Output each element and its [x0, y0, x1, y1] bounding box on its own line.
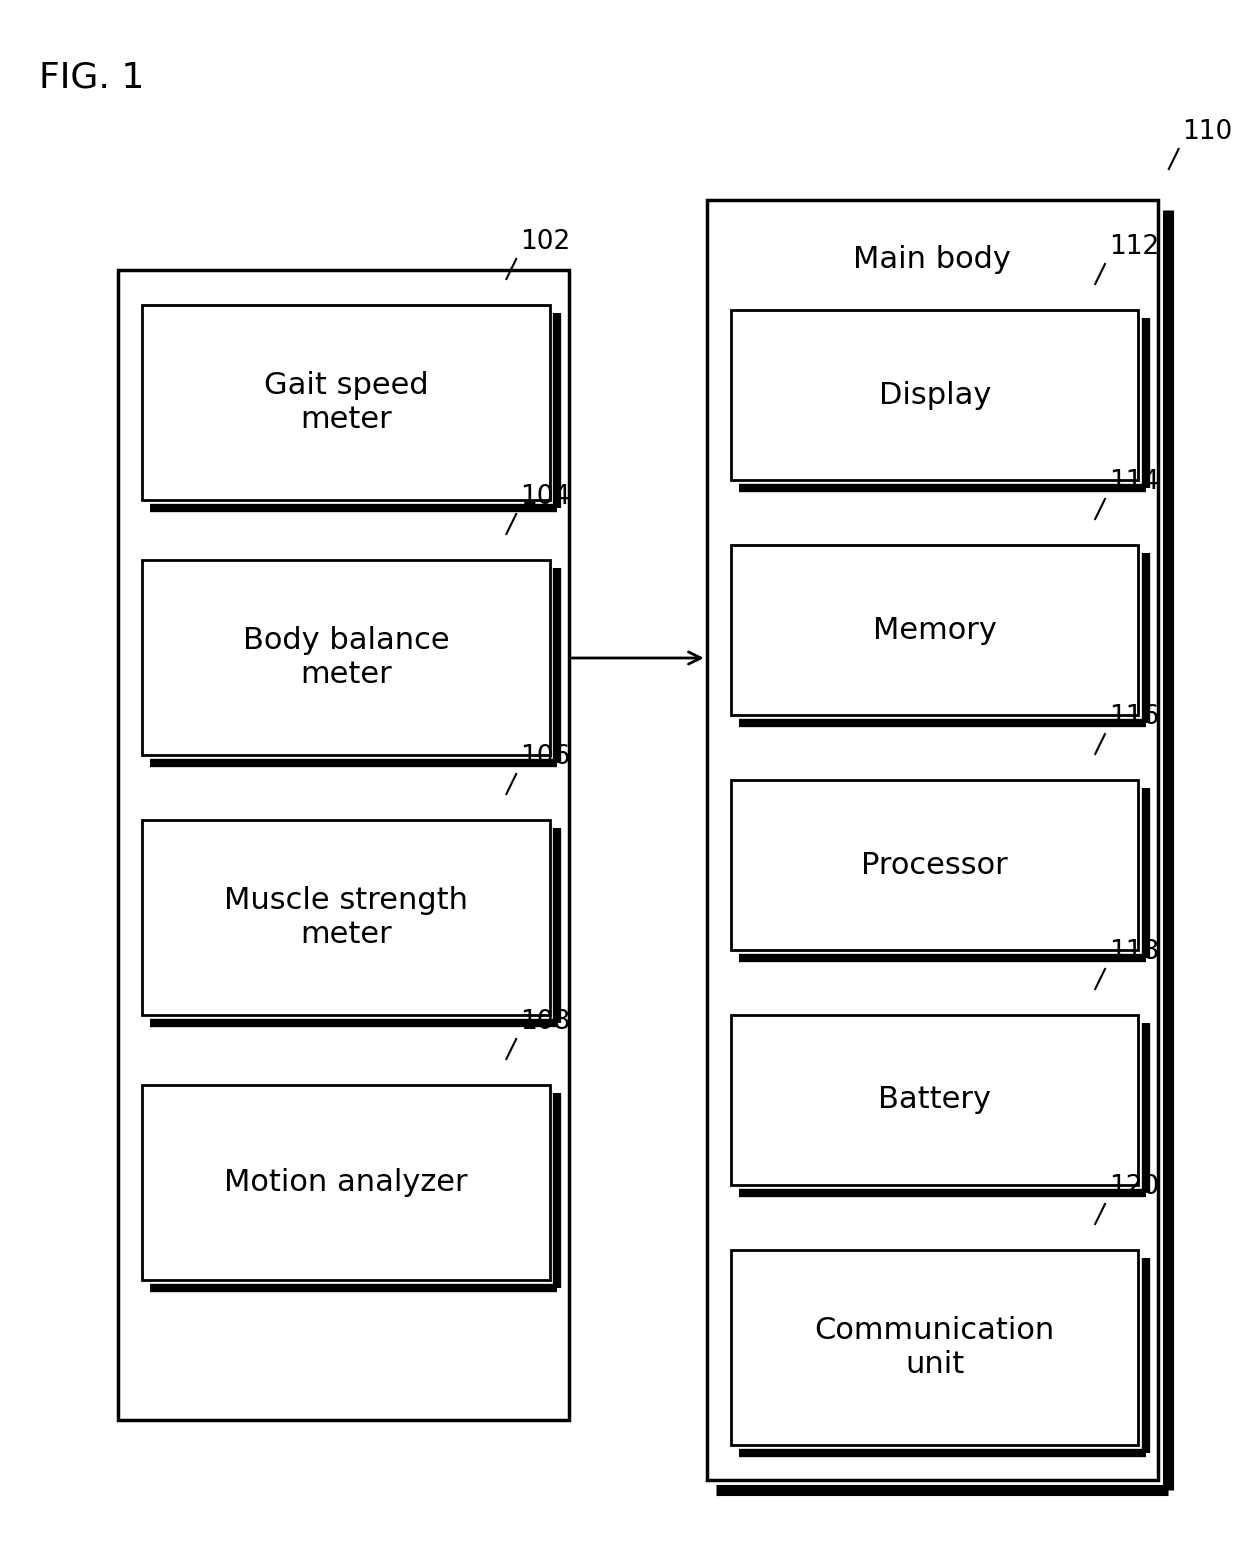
Bar — [732, 545, 1138, 715]
Text: Communication
unit: Communication unit — [815, 1316, 1055, 1379]
Bar — [732, 310, 1138, 480]
Bar — [143, 559, 549, 755]
Text: 116: 116 — [1109, 704, 1159, 730]
Bar — [707, 201, 1158, 1479]
Text: 108: 108 — [520, 1009, 570, 1034]
Text: 120: 120 — [1109, 1174, 1159, 1200]
Text: 104: 104 — [520, 484, 570, 509]
Bar — [118, 270, 569, 1420]
Text: 110: 110 — [1183, 119, 1233, 146]
Text: 106: 106 — [520, 744, 570, 769]
Text: Body balance
meter: Body balance meter — [243, 627, 449, 689]
Bar — [732, 1250, 1138, 1445]
Text: Memory: Memory — [873, 616, 997, 644]
Text: Battery: Battery — [878, 1086, 991, 1114]
Text: Display: Display — [879, 381, 991, 409]
Text: Processor: Processor — [862, 851, 1008, 879]
Bar — [732, 1015, 1138, 1185]
Text: 102: 102 — [520, 229, 570, 255]
Text: Muscle strength
meter: Muscle strength meter — [224, 887, 467, 948]
Bar — [143, 820, 549, 1015]
Text: 118: 118 — [1109, 939, 1159, 965]
Bar — [143, 306, 549, 500]
Text: Main body: Main body — [853, 244, 1012, 274]
Bar — [143, 1084, 549, 1280]
Text: FIG. 1: FIG. 1 — [40, 60, 145, 94]
Text: 112: 112 — [1109, 233, 1159, 260]
Text: 114: 114 — [1109, 469, 1159, 495]
Bar — [732, 780, 1138, 950]
Text: Gait speed
meter: Gait speed meter — [264, 371, 428, 434]
Text: Motion analyzer: Motion analyzer — [224, 1167, 467, 1197]
